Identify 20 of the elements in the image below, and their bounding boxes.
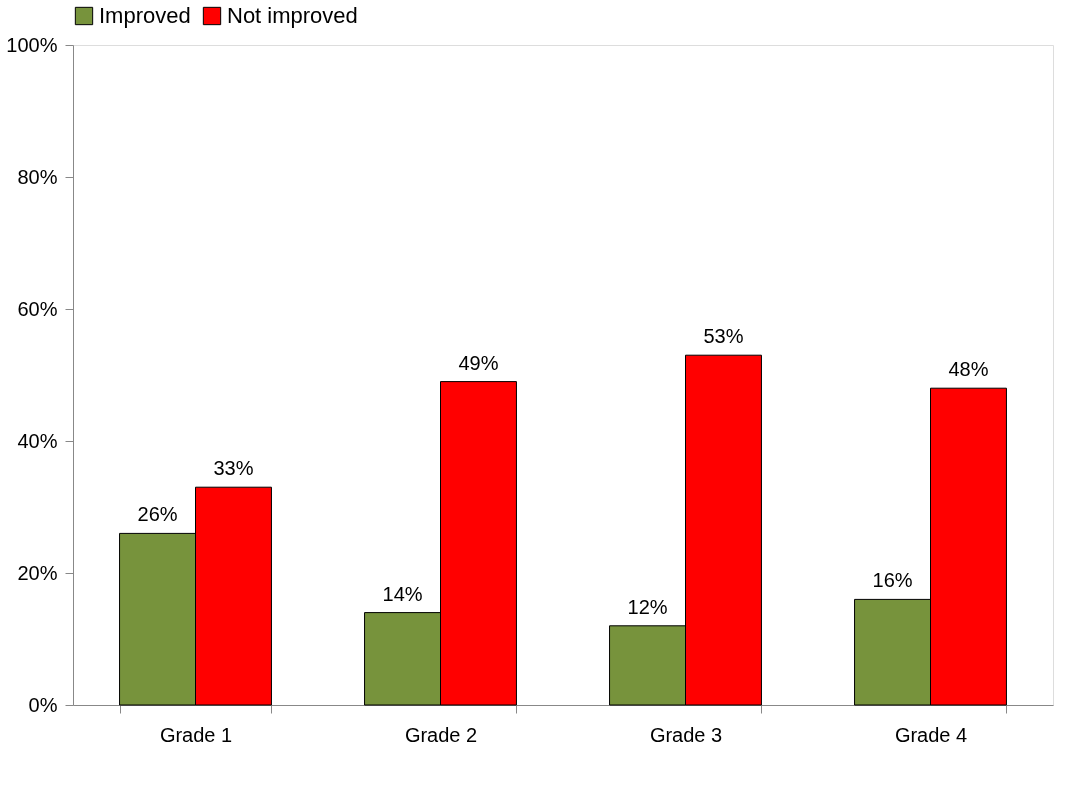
- y-tick-label: 20%: [17, 561, 58, 584]
- y-tick-label: 80%: [17, 165, 58, 188]
- x-tick-label: Grade 4: [894, 723, 968, 746]
- data-label: 49%: [458, 351, 499, 374]
- legend-label: Not improved: [227, 3, 358, 28]
- data-label: 16%: [872, 569, 913, 592]
- data-label: 48%: [948, 358, 989, 381]
- x-tick-label: Grade 2: [404, 723, 478, 746]
- x-tick-label: Grade 3: [649, 723, 723, 746]
- data-label: 12%: [627, 595, 668, 618]
- data-label: 14%: [382, 582, 423, 605]
- data-label: 33%: [213, 457, 254, 480]
- y-tick-label: 40%: [17, 429, 58, 452]
- data-label: 26%: [137, 503, 178, 526]
- y-tick-label: 60%: [17, 297, 58, 320]
- legend-label: Improved: [99, 3, 191, 28]
- y-tick-label: 0%: [28, 693, 58, 716]
- x-tick-label: Grade 1: [159, 723, 233, 746]
- y-tick-label: 100%: [6, 33, 58, 56]
- data-label: 53%: [703, 325, 744, 348]
